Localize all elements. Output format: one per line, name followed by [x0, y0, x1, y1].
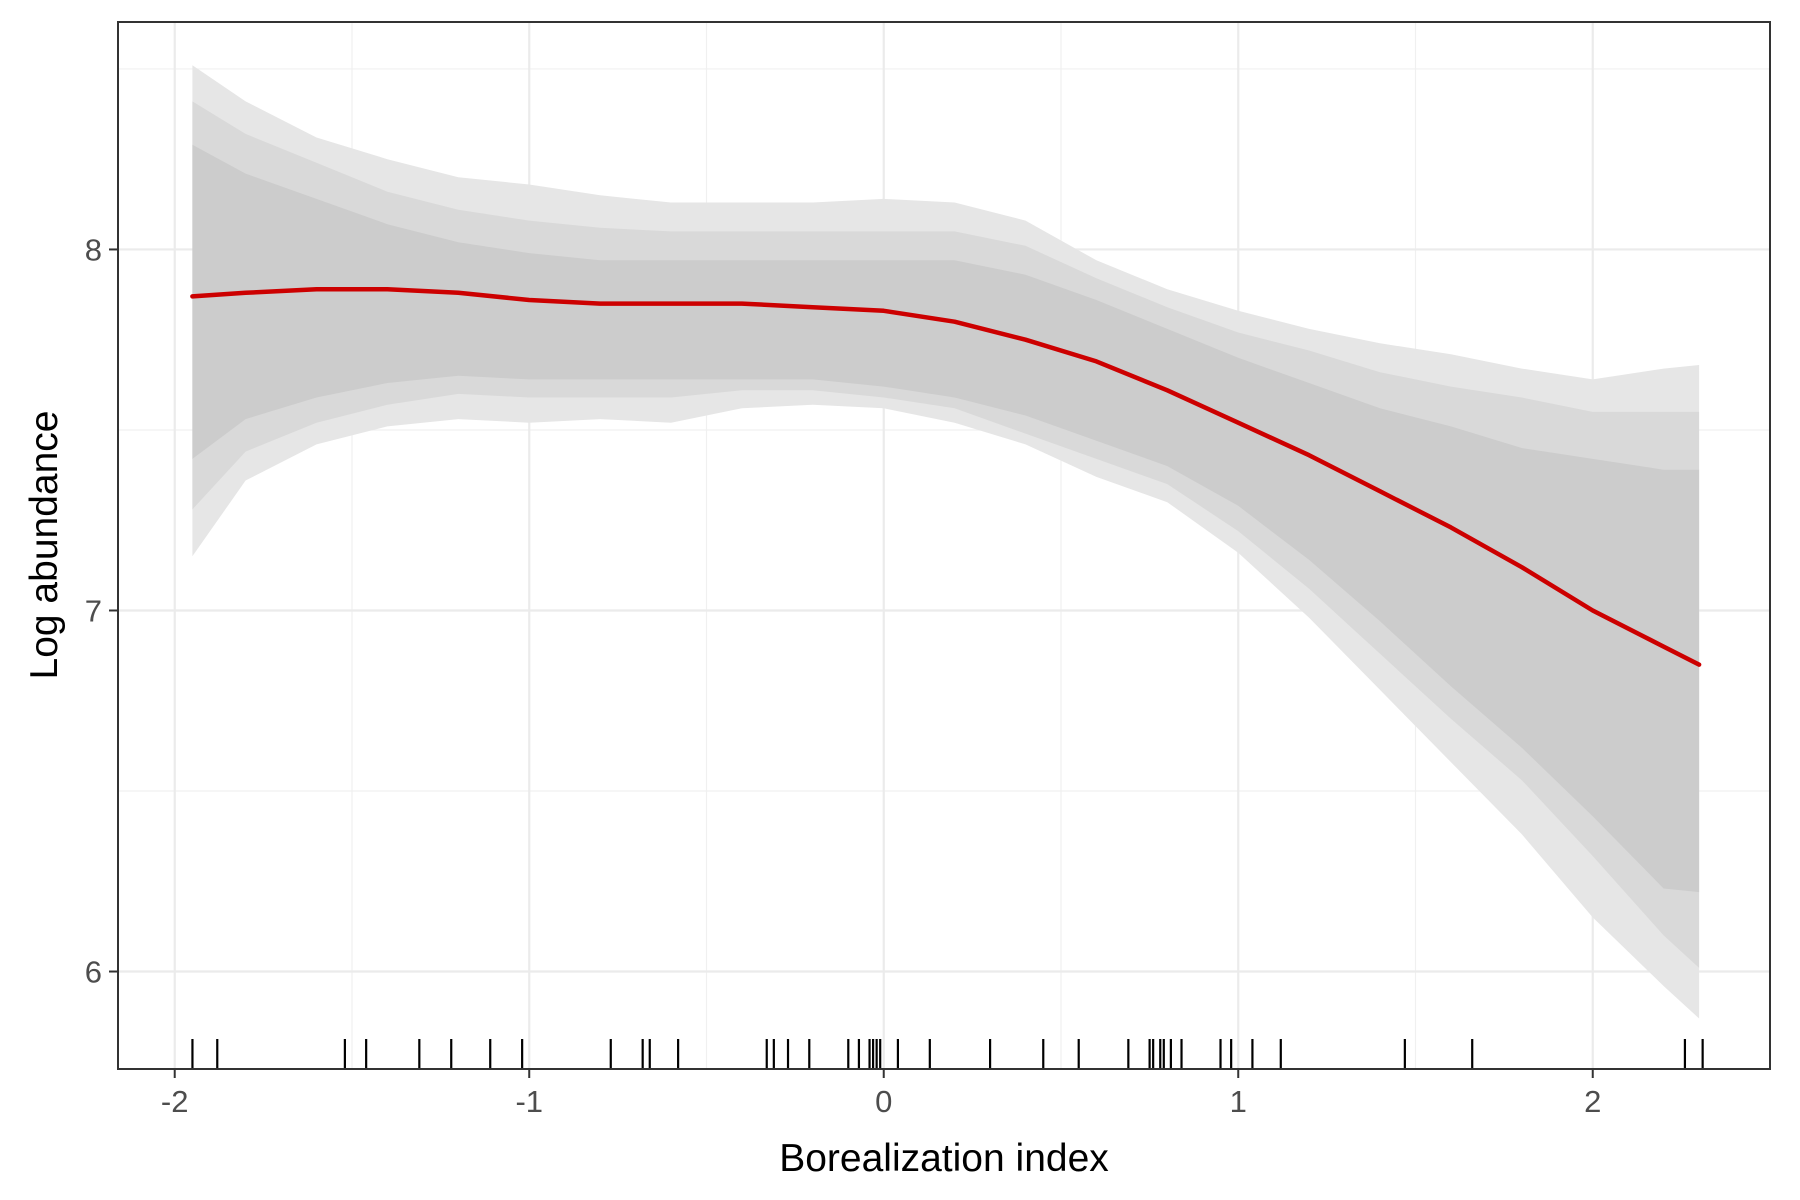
- y-axis-ticks: 6 7 8: [85, 232, 118, 990]
- y-tick-label: 8: [85, 232, 102, 267]
- band-inner: [192, 144, 1700, 893]
- x-axis-title: Borealization index: [779, 1137, 1109, 1180]
- x-tick-label: -2: [161, 1084, 189, 1119]
- x-tick-label: 2: [1584, 1084, 1601, 1119]
- fit-line-layer: [190, 286, 1702, 667]
- x-tick-label: 0: [875, 1084, 892, 1119]
- x-axis-ticks: -2 -1 0 1 2: [161, 1069, 1601, 1119]
- y-tick-label: 7: [85, 593, 102, 628]
- y-tick-label: 6: [85, 955, 102, 990]
- fit-line: [190, 286, 1702, 667]
- plot-panel-border: [117, 21, 1771, 1070]
- x-tick-label: 1: [1230, 1084, 1247, 1119]
- rug: [191, 1039, 1704, 1069]
- x-tick-label: -1: [515, 1084, 543, 1119]
- y-axis-title: Log abundance: [23, 411, 66, 680]
